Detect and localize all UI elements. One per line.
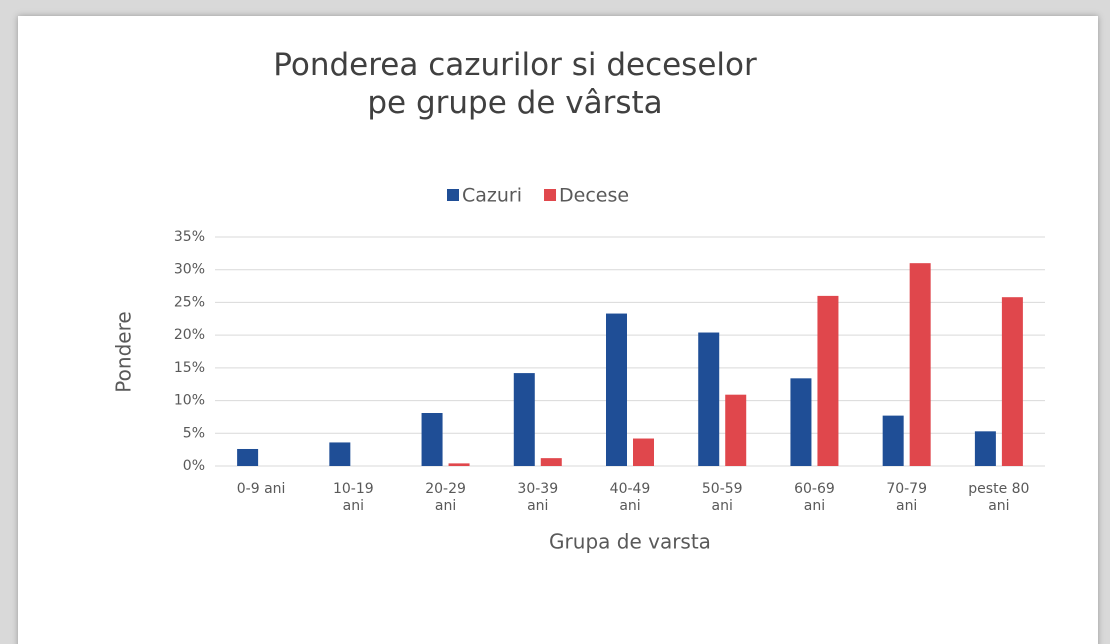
legend-swatch <box>544 189 557 201</box>
bar <box>817 295 839 466</box>
y-tick-label: 5% <box>183 425 205 441</box>
y-tick-label: 30% <box>174 262 205 278</box>
y-tick-label: 15% <box>174 360 205 376</box>
y-tick-label: 10% <box>174 393 205 409</box>
legend-swatch <box>447 189 459 201</box>
x-tick-label: 60-69 ani <box>794 481 835 514</box>
legend-label: Cazuri <box>462 185 522 207</box>
bar <box>790 378 812 466</box>
chart-title: Ponderea cazurilor si deceselor pe grupe… <box>273 47 757 121</box>
x-tick-label: 0-9 ani <box>236 481 286 497</box>
x-tick-label: 70-79 ani <box>886 481 927 514</box>
bar <box>974 431 996 466</box>
y-axis-label: Pondere <box>112 311 136 392</box>
bar <box>329 442 351 466</box>
bar <box>606 313 627 466</box>
legend-label: Decese <box>559 185 629 207</box>
bar <box>513 373 535 466</box>
x-tick-label: 20-29 ani <box>425 481 466 514</box>
bar <box>540 458 562 466</box>
y-tick-label: 0% <box>183 458 205 474</box>
bar <box>421 413 443 466</box>
x-axis-label: Grupa de varsta <box>549 530 711 554</box>
bar <box>882 415 904 466</box>
x-tick-label: 30-39 ani <box>517 481 559 514</box>
bar <box>1001 297 1023 466</box>
x-tick-label: 50-59 ani <box>701 481 743 514</box>
y-tick-label: 25% <box>174 294 205 310</box>
bar <box>909 263 931 466</box>
x-tick-label: 40-49 ani <box>609 481 651 514</box>
bar <box>633 438 654 466</box>
x-tick-label: peste 80 ani <box>968 481 1030 514</box>
x-tick-label: 10-19 ani <box>332 481 374 514</box>
bar <box>448 463 470 466</box>
bar <box>698 332 720 466</box>
y-tick-label: 20% <box>174 327 205 343</box>
y-tick-label: 35% <box>174 229 205 245</box>
bar <box>725 394 747 466</box>
bar <box>237 448 259 466</box>
